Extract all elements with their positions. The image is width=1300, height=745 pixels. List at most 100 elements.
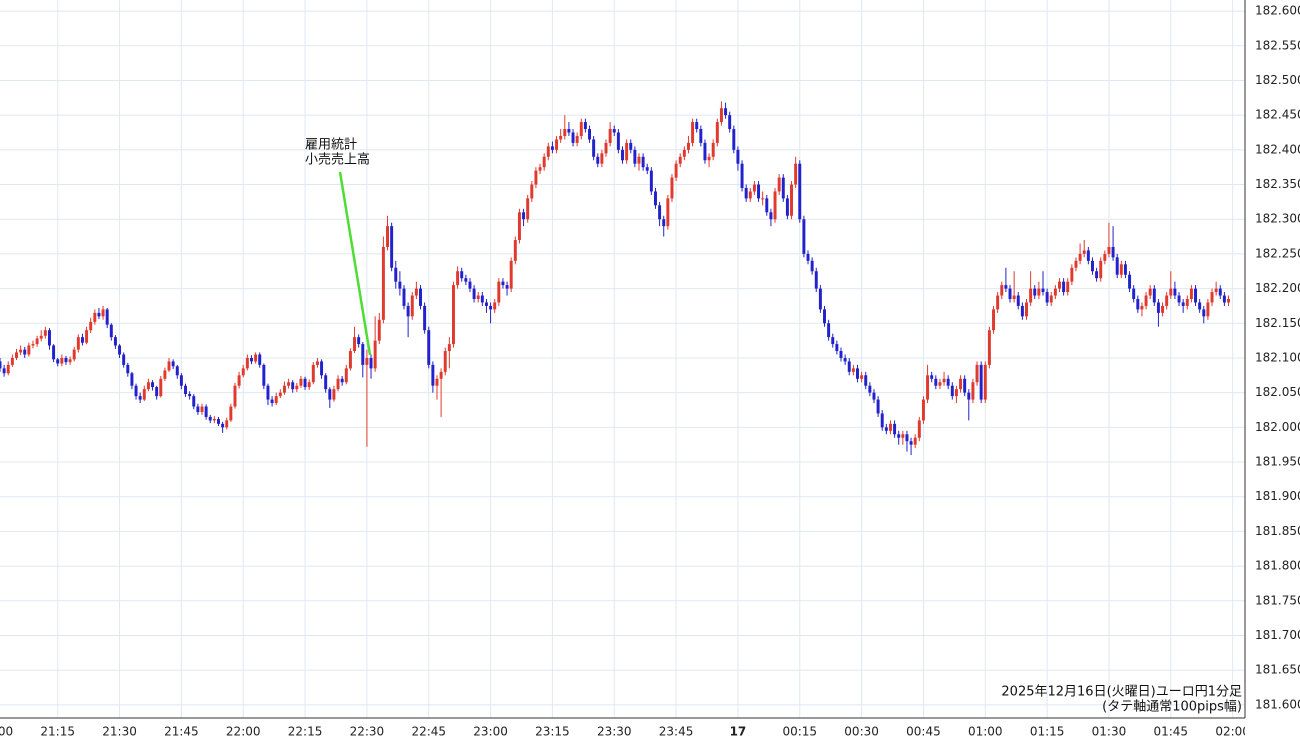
candle-body [1132,288,1136,299]
candle-body [134,385,138,397]
x-tick-label: 23:15 [535,725,570,739]
candle-body [468,281,472,289]
candle-body [1161,305,1165,313]
candle-body [369,357,373,369]
candle-body [715,122,719,143]
candle-body [872,392,876,400]
candle-body [1012,295,1016,299]
candle-body [225,420,229,428]
candle-body [2,368,6,374]
candle-body [658,205,662,220]
y-tick-label: 181.800 [1255,559,1300,573]
candle-body [1025,302,1028,317]
y-tick-label: 182.300 [1255,212,1300,226]
y-tick-labels: 181.600 181.650 181.700 181.750 181.800 181.8… [1255,4,1300,712]
candle-body [249,357,253,362]
candle-body [1074,260,1078,268]
candle-body [451,285,455,345]
candle-body [295,385,299,390]
candle-body [526,198,530,220]
candle-body [464,278,468,282]
candle-body [1058,281,1061,289]
candle-body [175,366,179,376]
candle-body [10,357,14,365]
candle-body [212,419,216,421]
candle-body [1152,288,1156,303]
candle-body [1128,274,1132,289]
candle-body [752,184,756,192]
candle-body [1210,292,1214,303]
candle-body [221,423,225,428]
candle-body [419,288,422,306]
candle-body [64,357,68,363]
candle-body [398,281,402,289]
candle-body [649,170,653,192]
candle-body [497,281,501,303]
candle-body [888,423,892,431]
candle-body [703,142,707,161]
candle-body [167,361,171,371]
y-tick-label: 182.250 [1255,246,1300,260]
candle-body [835,344,839,352]
candle-body [559,135,563,140]
candle-body [843,357,847,362]
candle-body [406,305,410,317]
annotation-line: 雇用統計 [305,137,357,153]
candle-body [1049,295,1053,303]
candle-body [707,156,711,161]
candle-body [361,344,365,365]
candle-body [435,378,439,386]
candle-body [1033,288,1037,296]
candle-body [926,375,930,400]
x-tick-label: 17 [730,725,747,739]
candle-body [987,330,991,365]
candle-body [373,340,377,369]
candle-body [93,312,97,322]
annotation-arrow [338,171,372,356]
candle-body [674,163,678,178]
candle-body [1078,253,1082,261]
candle-body [456,271,460,286]
candle-body [447,344,451,352]
candle-body [691,122,695,143]
candle-body [1095,271,1099,279]
candle-body [790,184,794,216]
candle-body [505,285,509,289]
candle-body [612,129,616,133]
candle-body [946,378,950,386]
candle-body [262,364,266,386]
candle-body [662,219,666,227]
candle-body [868,385,872,393]
candle-body [744,187,748,199]
candle-body [954,389,958,397]
candle-body [0,361,2,369]
candle-body [1066,281,1070,293]
candle-body [200,406,204,413]
x-tick-label: 01:00 [968,725,1003,739]
candle-body [517,212,521,241]
candle-body [80,337,84,343]
candle-body [138,396,142,400]
candle-body [1004,285,1008,289]
candle-body [35,338,39,345]
candle-body [1136,298,1140,310]
candle-body [864,375,868,386]
candle-body [930,375,934,379]
candle-body [629,142,633,150]
candle-body [423,305,427,331]
grid [0,0,1245,718]
y-tick-label: 181.700 [1255,628,1300,642]
candle-body [365,357,369,365]
candle-body [600,153,604,164]
candle-body [291,382,295,390]
candle-body [917,420,921,438]
y-tick-label: 181.950 [1255,455,1300,469]
candle-body [583,122,587,130]
candle-body [773,191,777,220]
candle-body [1016,295,1020,306]
candle-body [534,170,538,185]
candle-body [992,309,996,331]
candle-body [633,149,637,164]
x-tick-label: 23:30 [597,725,632,739]
candle-body [567,129,571,133]
